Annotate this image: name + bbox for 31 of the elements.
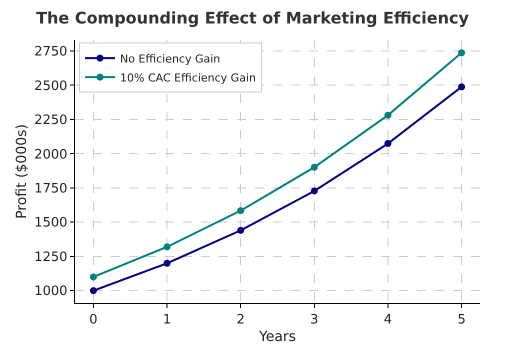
x-tick-label: 3 <box>310 312 318 328</box>
x-tick-label: 5 <box>457 312 466 328</box>
y-axis-title: Profit ($000s) <box>14 124 30 219</box>
x-axis-title: Years <box>258 328 296 345</box>
x-tick-label: 2 <box>236 312 245 328</box>
point <box>310 164 318 171</box>
x-tick-label: 1 <box>162 312 172 328</box>
y-tick-label: 2750 <box>34 44 68 60</box>
y-tick-label: 1750 <box>34 181 68 196</box>
point <box>384 140 392 148</box>
chart-title: The Compounding Effect of Marketing Efficiency <box>36 8 470 28</box>
y-tick-label: 2500 <box>34 78 68 94</box>
point <box>458 83 466 90</box>
point <box>164 260 171 267</box>
y-tick-label: 2000 <box>34 147 68 162</box>
point <box>384 112 392 119</box>
point <box>237 226 244 234</box>
legend-label: No Efficiency Gain <box>120 52 220 66</box>
point <box>310 187 318 194</box>
point <box>458 49 466 56</box>
y-tick-label: 1250 <box>34 250 68 265</box>
point <box>164 243 171 250</box>
y-tick-label: 1000 <box>34 284 68 300</box>
y-tick-label: 1500 <box>34 216 68 231</box>
point <box>237 207 244 214</box>
point <box>90 273 97 280</box>
x-tick-label: 4 <box>384 312 392 328</box>
y-tick-label: 2250 <box>34 113 68 128</box>
x-tick-label: 0 <box>89 312 98 328</box>
legend-label: 10% CAC Efficiency Gain <box>120 71 256 84</box>
point <box>90 287 97 294</box>
